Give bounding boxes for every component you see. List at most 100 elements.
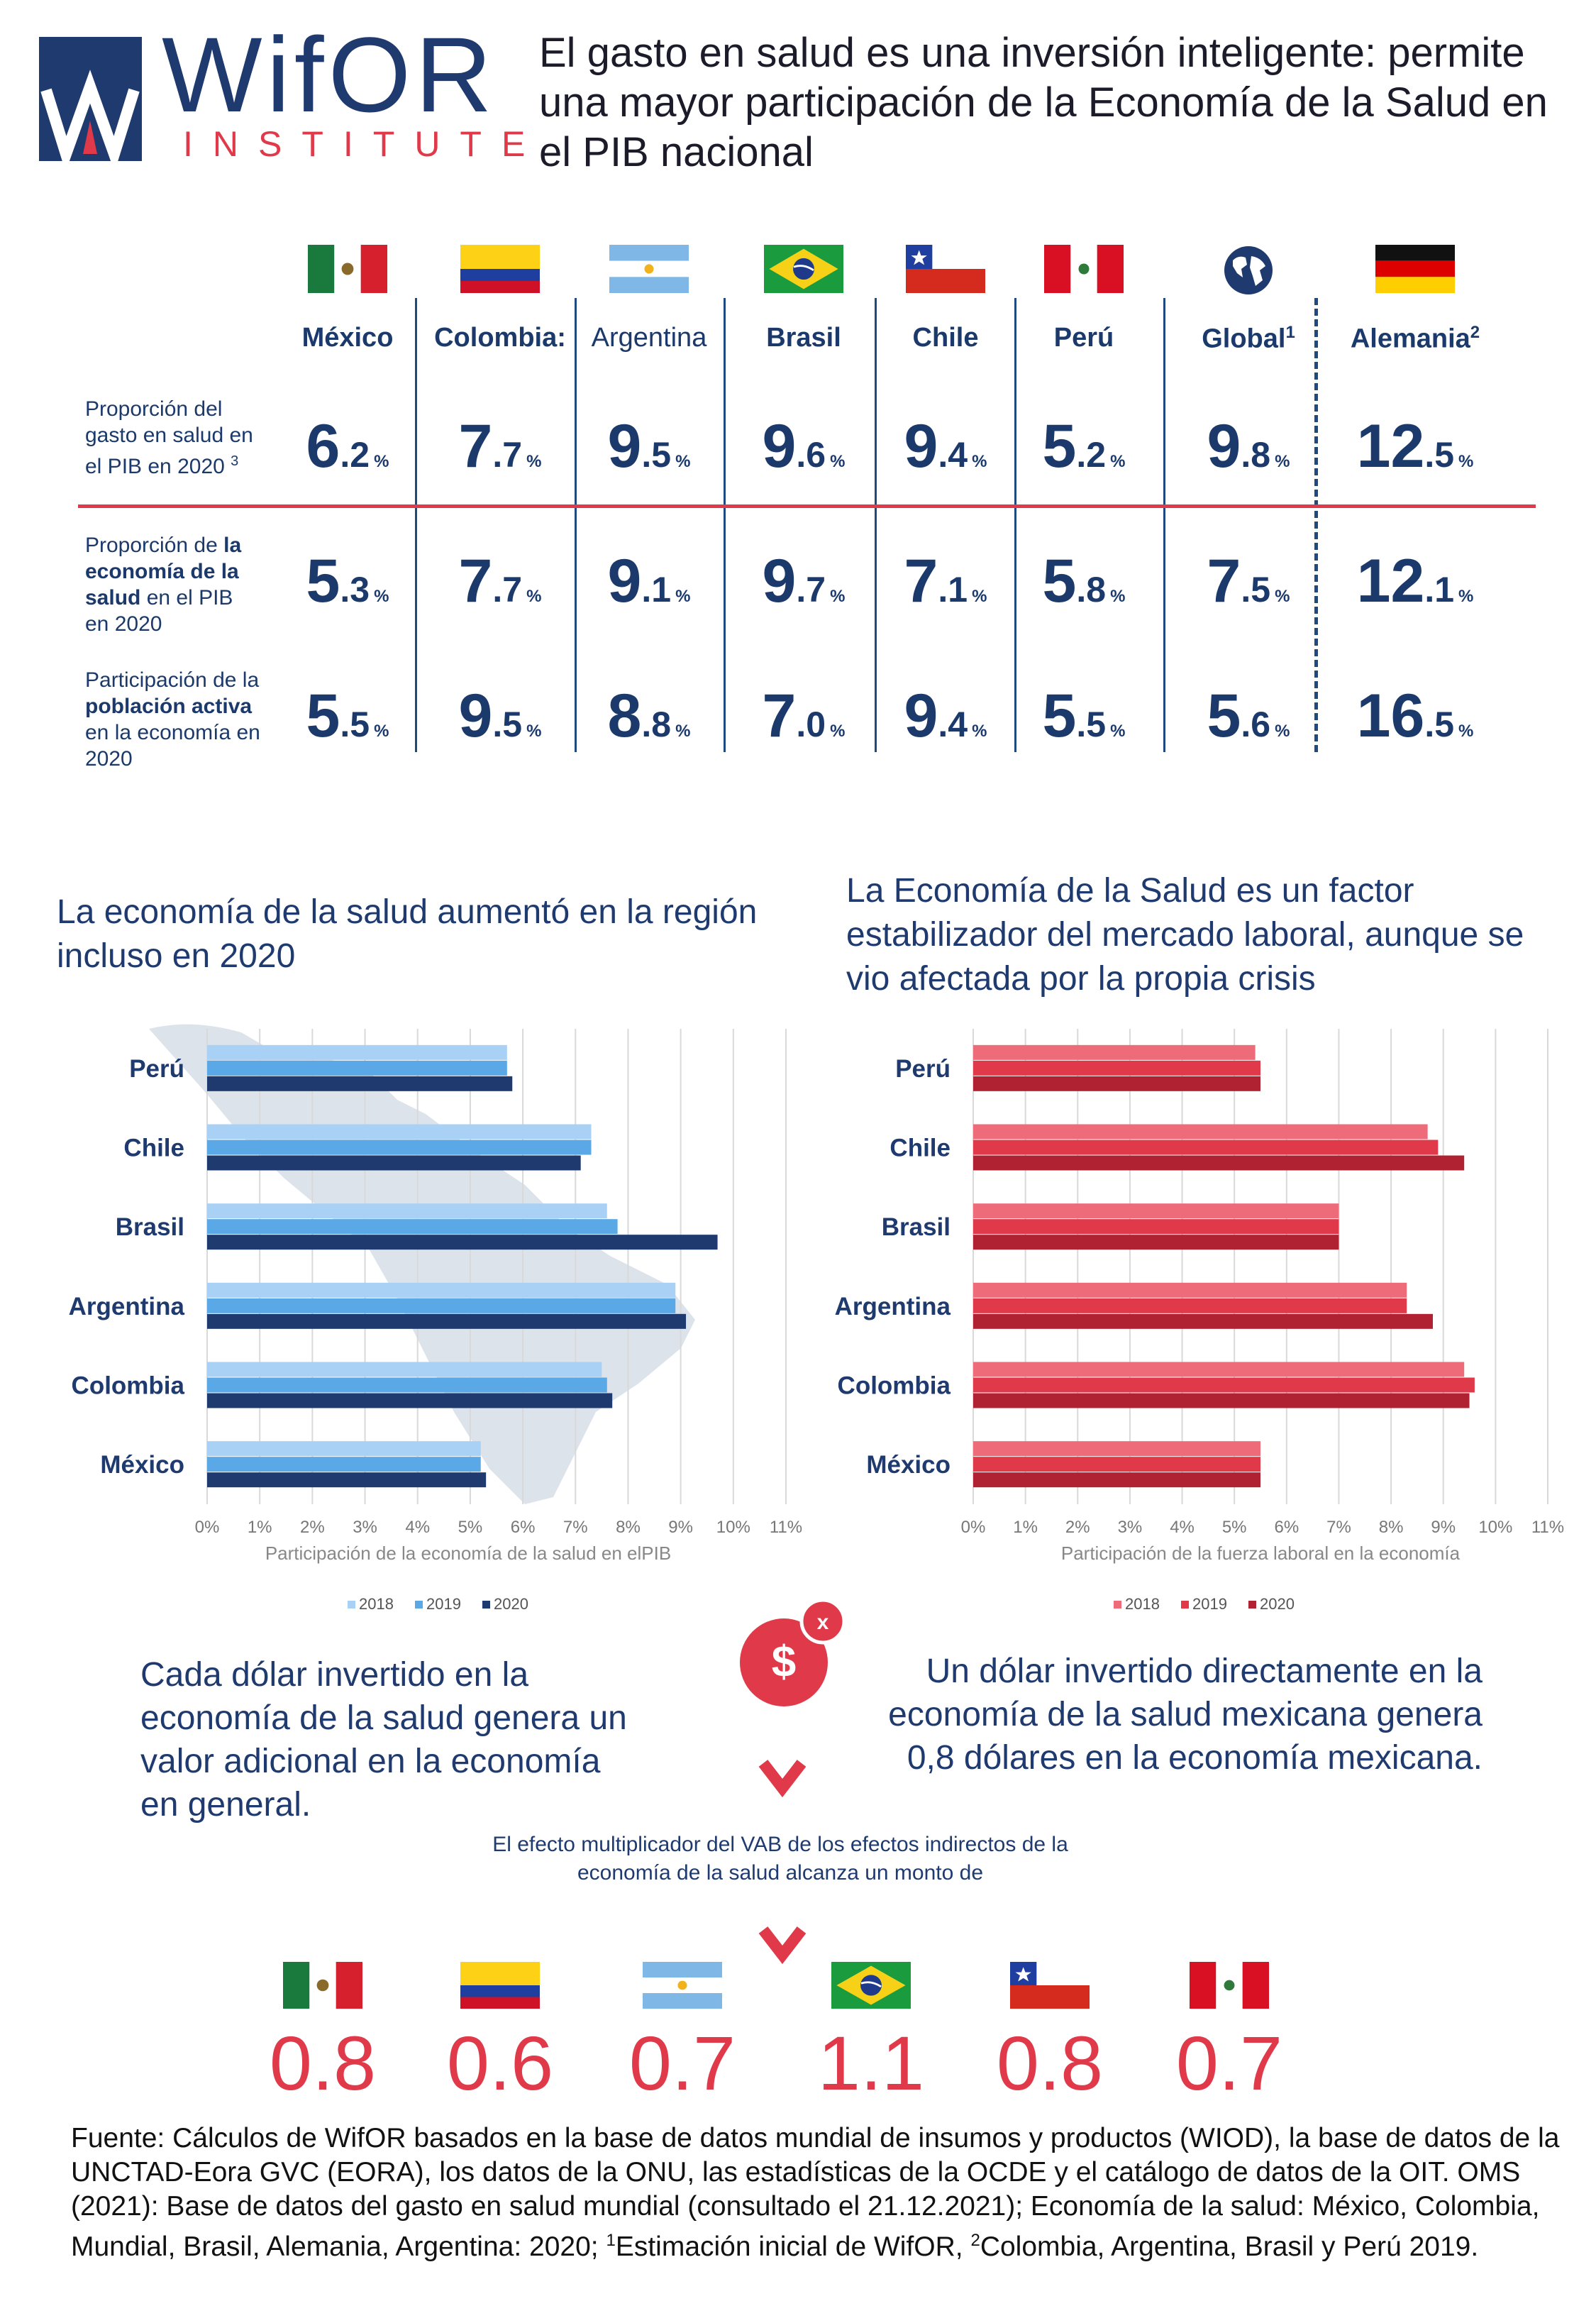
bar: [973, 1377, 1475, 1393]
country-name: Chile: [912, 323, 979, 353]
indicator-value: 5.5%: [306, 682, 389, 750]
country-name: Alemania2: [1350, 323, 1480, 354]
x-tick-label: 11%: [770, 1518, 802, 1537]
bar: [973, 1124, 1428, 1140]
x-tick-label: 0%: [961, 1518, 986, 1537]
x-tick-label: 11%: [1531, 1518, 1564, 1537]
multiplier-value: 0.6: [446, 2020, 554, 2106]
category-label: Argentina: [69, 1293, 185, 1320]
mexico-flag: [308, 245, 387, 296]
category-label: Chile: [890, 1135, 951, 1162]
chile-flag: [906, 245, 985, 296]
x-tick-label: 1%: [248, 1518, 272, 1537]
bar: [973, 1060, 1260, 1076]
bar: [973, 1282, 1407, 1298]
column-divider: [724, 298, 726, 752]
bar: [973, 1140, 1439, 1155]
category-label: Chile: [123, 1135, 184, 1162]
chevron-down-icon: [758, 1923, 807, 1969]
bar: [207, 1282, 676, 1298]
row-label: Proporción de la economía de la salud en…: [85, 534, 242, 636]
country-name: Colombia:: [434, 323, 566, 353]
x-tick-label: 9%: [668, 1518, 693, 1537]
map-background: [149, 1024, 695, 1504]
x-tick-label: 0%: [195, 1518, 220, 1537]
category-label: México: [100, 1451, 184, 1479]
bar: [207, 1298, 676, 1313]
multiplier-value: 0.7: [628, 2020, 736, 2106]
indicator-value: 9.6%: [762, 412, 846, 480]
x-tick-label: 7%: [563, 1518, 588, 1537]
bar: [973, 1457, 1260, 1472]
bar: [207, 1377, 607, 1393]
x-tick-label: 10%: [716, 1518, 750, 1537]
indicator-value: 6.2%: [306, 412, 389, 480]
category-label: Perú: [129, 1055, 184, 1083]
argentina-flag: [609, 245, 689, 296]
indicator-value: 5.2%: [1042, 412, 1126, 480]
category-label: Colombia: [72, 1372, 185, 1400]
indicator-value: 7.5%: [1207, 547, 1290, 615]
peru-flag: [1190, 1962, 1269, 2012]
indicator-value: 5.8%: [1042, 547, 1126, 615]
x-tick-label: 6%: [511, 1518, 536, 1537]
category-label: Argentina: [835, 1293, 951, 1320]
brazil-flag: [831, 1962, 911, 2012]
country-name: Argentina: [591, 323, 707, 353]
legend-label: 2020: [1260, 1595, 1295, 1613]
indicator-value: 5.3%: [306, 547, 389, 615]
column-divider: [575, 298, 577, 752]
logo-subtitle: INSTITUTE: [183, 124, 545, 164]
indicator-value: 9.5%: [458, 682, 542, 750]
indicator-value: 5.6%: [1207, 682, 1290, 750]
bar: [973, 1298, 1407, 1313]
bar: [207, 1219, 618, 1235]
legend-swatch: [415, 1601, 423, 1609]
logo-mark: [39, 37, 142, 172]
x-tick-label: 2%: [300, 1518, 325, 1537]
x-tick-label: 4%: [1170, 1518, 1195, 1537]
bar: [207, 1076, 513, 1091]
legend-label: 2019: [426, 1595, 461, 1613]
row-label: Participación de la población activa en …: [85, 668, 260, 771]
x-tick-label: 9%: [1431, 1518, 1456, 1537]
dollar-multiplier-icon: $ x: [734, 1598, 848, 1714]
multiplier-value: 0.8: [996, 2020, 1104, 2106]
country-name: México: [301, 323, 394, 353]
right-chart-title: La Economía de la Salud es un factor est…: [846, 872, 1524, 998]
logo-wordmark: WifOR: [162, 15, 497, 134]
multiplier-value: 0.7: [1175, 2020, 1283, 2106]
category-label: México: [866, 1451, 951, 1479]
bar: [207, 1044, 507, 1060]
argentina-flag: [643, 1962, 722, 2012]
legend-label: 2018: [359, 1595, 394, 1613]
page-title: El gasto en salud es una inversión intel…: [539, 30, 1548, 175]
bar: [973, 1203, 1339, 1219]
legend-label: 2020: [494, 1595, 528, 1613]
peru-flag: [1044, 245, 1124, 296]
indicator-value: 7.1%: [904, 547, 987, 615]
multiplier-value: 1.1: [817, 2020, 925, 2106]
bar: [973, 1362, 1465, 1377]
mexico-flag: [283, 1962, 362, 2012]
x-tick-label: 3%: [353, 1518, 377, 1537]
bar: [973, 1155, 1465, 1171]
bar: [207, 1140, 592, 1155]
colombia-flag: [460, 245, 540, 296]
column-divider: [1014, 298, 1016, 752]
bar: [207, 1441, 481, 1457]
x-tick-label: 2%: [1065, 1518, 1090, 1537]
indicator-value: 9.8%: [1207, 412, 1290, 480]
x-tick-label: 5%: [458, 1518, 483, 1537]
x-tick-label: 8%: [616, 1518, 641, 1537]
x-axis-label: Participación de la fuerza laboral en la…: [1061, 1543, 1461, 1564]
indicator-value: 5.5%: [1042, 682, 1126, 750]
globe-icon: [1223, 245, 1274, 296]
country-name: Brasil: [766, 323, 841, 353]
x-tick-label: 7%: [1326, 1518, 1351, 1537]
x-axis-label: Participación de la economía de la salud…: [265, 1543, 671, 1564]
multiplier-caption: El efecto multiplicador del VAB de los e…: [492, 1833, 1068, 1885]
bar: [973, 1219, 1339, 1235]
category-label: Perú: [895, 1055, 951, 1083]
column-divider: [875, 298, 877, 752]
